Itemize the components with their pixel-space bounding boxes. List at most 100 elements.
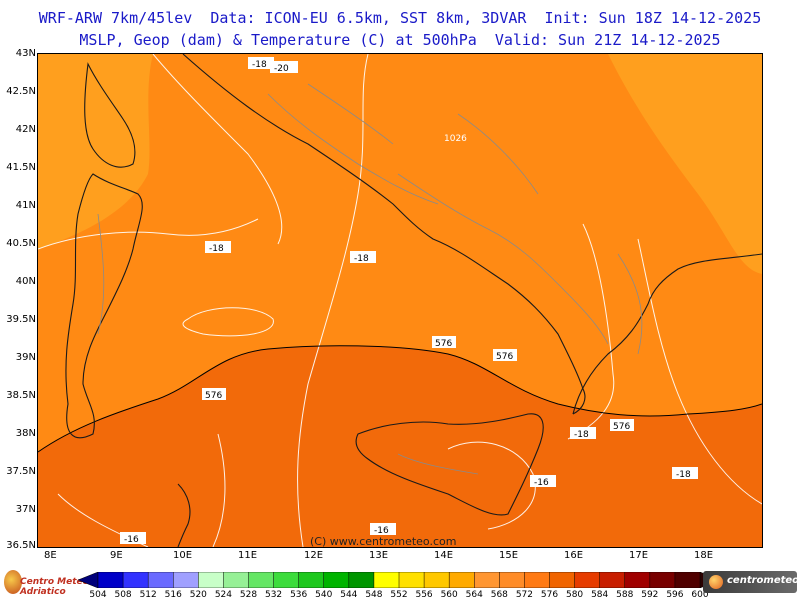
svg-text:-20: -20 [274, 64, 289, 74]
colorbar-label: 596 [666, 590, 684, 600]
lon-label: 8E [44, 550, 57, 561]
colorbar-label: 588 [616, 590, 634, 600]
lat-label: 36.5N [6, 540, 36, 551]
temp-label: -16 [530, 475, 556, 488]
colorbar-label: 560 [440, 590, 458, 600]
admin-boundaries [97, 83, 643, 475]
lat-label: 40.5N [6, 238, 36, 249]
colorbar-label: 548 [365, 590, 383, 600]
logo-right-text: centrometeo [727, 575, 800, 586]
svg-text:576: 576 [496, 352, 513, 362]
svg-text:576: 576 [205, 391, 222, 401]
colorbar-label: 584 [591, 590, 609, 600]
colorbar-label: 544 [340, 590, 358, 600]
svg-text:576: 576 [435, 339, 452, 349]
colorbar-label: 504 [89, 590, 107, 600]
lat-label: 42.5N [6, 86, 36, 97]
lat-label: 38.5N [6, 390, 36, 401]
map-title-line-2: MSLP, Geop (dam) & Temperature (C) at 50… [79, 31, 721, 49]
geop-label: 576 [610, 419, 634, 432]
geop-label: 576 [432, 336, 456, 349]
colorbar-swatch [198, 572, 225, 588]
temp-label: -20 [270, 61, 298, 74]
svg-text:-18: -18 [676, 470, 691, 480]
colorbar-swatch [298, 572, 325, 588]
centro-meteo-adriatico-logo: Centro Meteo Adriatico [2, 568, 98, 597]
forecast-map: -20 -18 -18 -18 -16 -16 [37, 53, 763, 548]
svg-text:-18: -18 [354, 254, 369, 264]
lon-label: 10E [173, 550, 193, 561]
lat-label: 39.5N [6, 314, 36, 325]
pressure-label: 1026 [444, 134, 467, 144]
copyright-text: (C) www.centrometeo.com [310, 535, 457, 548]
colorbar-label: 592 [641, 590, 659, 600]
colorbar-swatch [674, 572, 701, 588]
temp-label: -18 [672, 467, 698, 480]
lat-label: 43N [15, 48, 36, 59]
colorbar-swatch [248, 572, 275, 588]
lon-label: 12E [304, 550, 324, 561]
colorbar-label: 524 [214, 590, 232, 600]
temp-label: -18 [350, 251, 376, 264]
temp-label: -18 [205, 241, 231, 254]
colorbar-swatch [323, 572, 350, 588]
logo-globe-icon [709, 575, 723, 589]
colorbar-swatch [599, 572, 626, 588]
colorbar-swatch [173, 572, 200, 588]
centrometeo-logo: centrometeo [703, 571, 800, 593]
colorbar-swatch [448, 572, 475, 588]
lat-label: 38N [15, 428, 36, 439]
svg-text:-18: -18 [209, 244, 224, 254]
colorbar-swatch [398, 572, 425, 588]
lon-label: 18E [694, 550, 714, 561]
svg-text:-16: -16 [534, 478, 549, 488]
colorbar-swatch [524, 572, 551, 588]
map-title-line-1: WRF-ARW 7km/45lev Data: ICON-EU 6.5km, S… [38, 9, 762, 27]
colorbar-swatch [423, 572, 450, 588]
colorbar-swatch [122, 572, 149, 588]
svg-text:-16: -16 [374, 526, 389, 536]
logo-left-text: Centro Meteo Adriatico [20, 577, 89, 597]
colorbar-swatch [78, 572, 99, 588]
colorbar-swatch [499, 572, 526, 588]
lat-label: 42N [15, 124, 36, 135]
colorbar-swatch [97, 572, 124, 588]
svg-text:1026: 1026 [444, 134, 467, 144]
lat-label: 37N [15, 504, 36, 515]
lon-label: 16E [564, 550, 584, 561]
lat-label: 37.5N [6, 466, 36, 477]
svg-text:-18: -18 [252, 60, 267, 70]
contour-labels: -20 -18 -18 -18 -16 -16 [120, 57, 698, 545]
colorbar-label: 568 [490, 590, 508, 600]
svg-text:-16: -16 [124, 535, 139, 545]
lon-label: 13E [369, 550, 389, 561]
colorbar-label: 512 [139, 590, 157, 600]
colorbar-label: 532 [264, 590, 283, 600]
colorbar-swatch [649, 572, 676, 588]
map-canvas: -20 -18 -18 -18 -16 -16 [38, 54, 762, 547]
colorbar-swatch [147, 572, 174, 588]
colorbar-label: 528 [239, 590, 258, 600]
temp-label: -16 [370, 523, 396, 536]
field-light-zone-east [608, 54, 762, 274]
lon-label: 14E [434, 550, 454, 561]
temp-label: -18 [248, 57, 274, 70]
colorbar-label: 536 [290, 590, 308, 600]
geopotential-576-contour [38, 345, 762, 453]
colorbar-label: 552 [390, 590, 408, 600]
temp-label: -18 [570, 427, 596, 440]
svg-text:576: 576 [613, 422, 630, 432]
colorbar-label: 520 [189, 590, 207, 600]
lon-label: 17E [629, 550, 649, 561]
colorbar-label: 516 [164, 590, 182, 600]
colorbar-swatch [574, 572, 601, 588]
geop-label: 576 [202, 388, 226, 401]
colorbar-label: 600 [691, 590, 709, 600]
lon-label: 15E [499, 550, 519, 561]
colorbar [78, 572, 720, 588]
lat-label: 41N [15, 200, 36, 211]
logo-emblem-icon [4, 570, 22, 594]
lat-label: 39N [15, 352, 36, 363]
coastlines [65, 54, 762, 547]
geop-label: 576 [493, 349, 517, 362]
